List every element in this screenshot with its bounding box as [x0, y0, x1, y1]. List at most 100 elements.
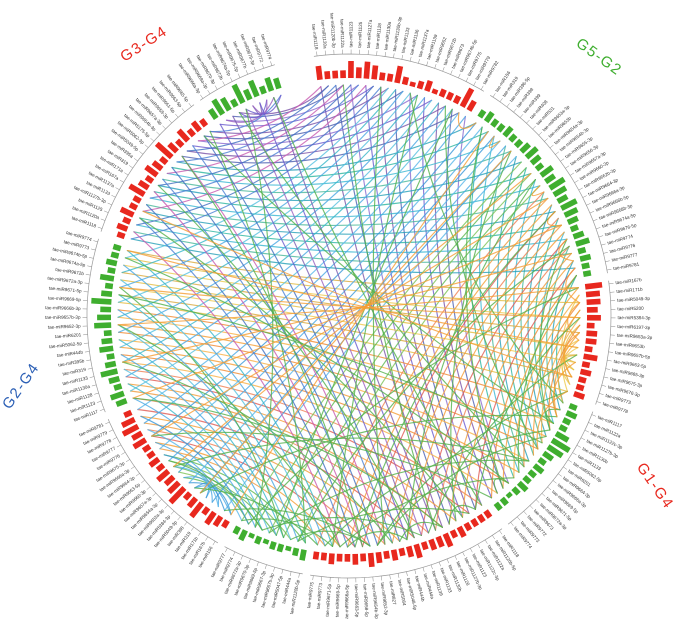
label-tick: [200, 94, 204, 99]
expression-bar: [110, 251, 120, 259]
label-tick: [480, 85, 484, 90]
expression-bar: [211, 98, 226, 116]
expression-bar: [299, 549, 307, 561]
expression-bar: [529, 154, 542, 166]
expression-bar: [543, 173, 557, 185]
chord-link: [168, 131, 489, 462]
mirna-label: tae-miR9657b-5p: [615, 350, 651, 360]
label-tick: [499, 530, 503, 535]
label-tick: [168, 119, 173, 124]
expression-bar: [204, 510, 217, 526]
label-tick: [591, 414, 597, 417]
label-tick: [567, 459, 572, 463]
chord-link: [139, 217, 349, 548]
expression-bar: [363, 61, 371, 79]
chord-link: [547, 211, 562, 227]
label-tick: [506, 103, 510, 108]
mirna-label: tae-miR1133: [62, 375, 89, 386]
label-tick: [458, 73, 461, 79]
label-tick: [104, 210, 109, 213]
label-tick: [513, 108, 517, 113]
expression-bar: [212, 515, 224, 528]
chord-link: [120, 279, 579, 349]
expression-bar: [113, 383, 123, 391]
label-tick: [162, 125, 166, 130]
mirna-label: tae-miR9666a-5p: [344, 584, 349, 619]
label-tick: [397, 573, 400, 578]
expression-bar: [156, 468, 171, 483]
expression-bar: [292, 547, 300, 557]
chord-link: [565, 267, 581, 304]
mirna-label: tae-miR1122a: [339, 19, 345, 48]
mirna-label: tae-miR1136: [409, 29, 420, 56]
expression-bar: [575, 383, 585, 392]
label-tick: [253, 66, 256, 72]
chord-link: [157, 84, 352, 187]
label-tick: [94, 392, 99, 395]
mirna-label: tae-miR1127a: [366, 19, 373, 48]
expression-bar: [552, 185, 568, 198]
label-tick: [135, 473, 140, 477]
expression-bar: [490, 118, 500, 128]
expression-bar: [269, 541, 277, 551]
mirna-label: tae-miR1130b-3p: [392, 16, 403, 52]
label-tick: [245, 70, 249, 75]
chord-link: [123, 264, 326, 547]
chord-link: [142, 210, 573, 378]
label-tick: [281, 569, 284, 574]
expression-bar: [581, 361, 591, 369]
expression-bar: [115, 397, 128, 408]
mirna-label: tae-miR5064: [397, 579, 407, 606]
expression-bar: [231, 83, 246, 105]
label-tick: [544, 138, 548, 142]
expression-bar: [513, 138, 524, 149]
label-tick: [177, 516, 181, 521]
mirna-label: tae-miR444b: [414, 575, 426, 602]
chord-link: [241, 161, 522, 522]
expression-bar: [328, 553, 335, 565]
chord-link: [173, 173, 532, 468]
chord-link: [219, 123, 408, 541]
expression-bar: [375, 551, 383, 564]
mirna-label: tae-miR5049-3p: [617, 296, 651, 303]
label-tick: [389, 574, 391, 580]
label-tick: [430, 564, 433, 570]
expression-bar: [452, 94, 462, 105]
label-tick: [86, 359, 91, 361]
label-tick: [529, 505, 534, 509]
label-tick: [523, 511, 527, 515]
label-tick: [572, 452, 577, 456]
expression-bar: [155, 462, 166, 473]
chord-link: [209, 130, 306, 544]
expression-bar: [101, 337, 113, 345]
label-tick: [603, 376, 609, 379]
label-tick: [465, 77, 469, 82]
chord-link: [136, 224, 568, 254]
chord-link: [224, 156, 517, 512]
chord-link: [186, 85, 329, 152]
expression-bar: [428, 538, 438, 551]
mirna-label: tae-miR1120a: [320, 20, 328, 49]
label-tick: [222, 81, 225, 86]
chord-link: [117, 94, 418, 318]
expression-bar: [499, 496, 509, 507]
label-tick: [601, 384, 607, 387]
label-tick: [116, 444, 122, 448]
label-tick: [181, 108, 185, 113]
label-tick: [91, 248, 96, 251]
expression-bar: [248, 532, 256, 539]
expression-bar: [264, 76, 275, 92]
label-tick: [273, 567, 275, 572]
expression-bar: [586, 330, 598, 337]
chord-link: [245, 108, 422, 536]
chord-link: [372, 86, 386, 545]
label-tick: [605, 260, 610, 262]
label-tick: [576, 445, 581, 448]
label-tick: [270, 61, 273, 66]
label-tick: [578, 187, 583, 191]
expression-bar: [141, 443, 152, 453]
chord-link: [203, 135, 555, 424]
expression-bar: [116, 222, 129, 232]
mirna-label: tae-miR9653b: [616, 341, 646, 349]
